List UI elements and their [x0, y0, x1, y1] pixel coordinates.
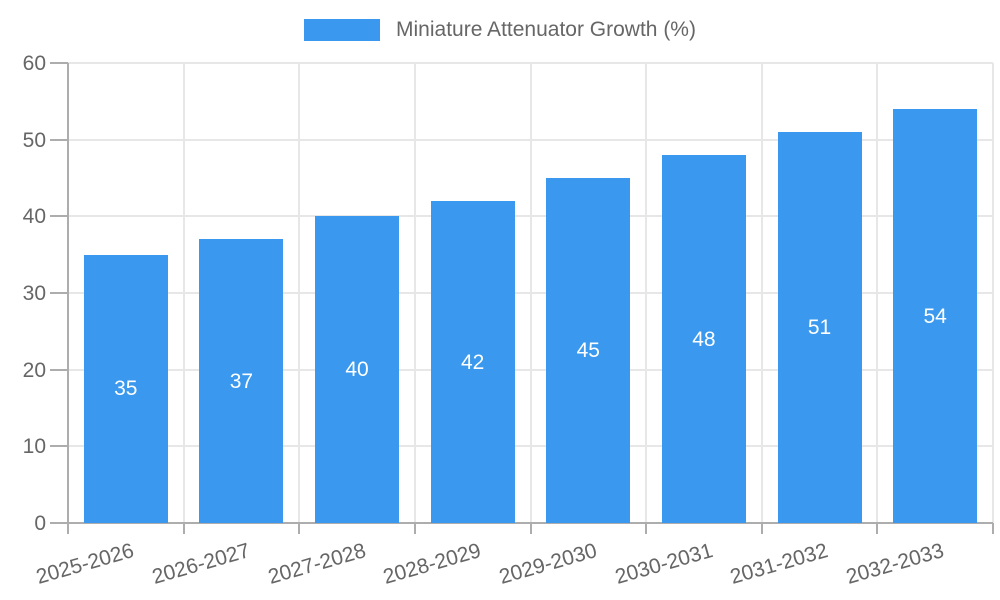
x-category-label: 2026-2027 — [149, 539, 253, 589]
legend: Miniature Attenuator Growth (%) — [0, 18, 1000, 42]
x-category-label: 2030-2031 — [612, 539, 716, 589]
x-category-label: 2027-2028 — [265, 539, 369, 589]
bar: 54 — [893, 109, 978, 523]
x-gridline — [298, 63, 301, 523]
x-category-label: 2029-2030 — [496, 539, 600, 589]
x-gridline — [876, 63, 879, 523]
y-tick — [50, 292, 68, 294]
y-tick — [50, 215, 68, 218]
bar: 37 — [199, 239, 284, 523]
x-tick — [413, 523, 416, 534]
y-tick — [50, 368, 68, 371]
legend-label: Miniature Attenuator Growth (%) — [396, 18, 696, 41]
bar-value-label: 37 — [229, 369, 254, 393]
bar-value-label: 40 — [345, 358, 369, 382]
bar: 48 — [661, 155, 746, 523]
x-tick — [760, 523, 763, 534]
y-tick — [50, 445, 68, 448]
x-gridline — [413, 63, 416, 523]
bar: 35 — [83, 254, 168, 523]
x-tick — [182, 523, 185, 534]
x-category-label: 2025-2026 — [33, 539, 137, 589]
bar: 51 — [777, 132, 862, 523]
bar-value-label: 42 — [461, 350, 485, 374]
x-tick — [298, 523, 301, 534]
bar: 45 — [546, 178, 631, 523]
y-axis-line — [67, 63, 69, 534]
x-gridline — [760, 63, 763, 523]
bar-value-label: 35 — [114, 377, 138, 401]
bar: 42 — [430, 201, 515, 523]
x-gridline — [645, 63, 648, 523]
bar-value-label: 45 — [576, 339, 600, 362]
y-tick-label: 0 — [34, 512, 46, 535]
y-tick-label: 40 — [22, 205, 46, 229]
x-category-label: 2028-2029 — [380, 539, 484, 589]
x-tick — [876, 523, 879, 534]
y-tick — [50, 62, 68, 64]
x-axis-line — [50, 522, 993, 524]
y-tick-label: 30 — [22, 282, 46, 305]
x-tick — [645, 523, 648, 534]
y-tick-label: 10 — [22, 435, 46, 459]
x-tick — [529, 523, 532, 534]
bar-value-label: 51 — [807, 316, 832, 339]
bar: 40 — [315, 216, 400, 523]
y-tick-label: 60 — [22, 52, 46, 75]
x-category-label: 2032-2033 — [843, 539, 947, 589]
x-tick — [992, 523, 994, 534]
x-gridline — [992, 63, 994, 523]
y-tick — [50, 138, 68, 141]
y-tick-label: 20 — [22, 358, 46, 382]
bar-value-label: 48 — [692, 327, 716, 351]
legend-swatch-icon — [304, 19, 381, 41]
y-tick-label: 50 — [22, 128, 46, 152]
x-category-label: 2031-2032 — [727, 539, 831, 589]
x-gridline — [529, 63, 532, 523]
x-gridline — [182, 63, 185, 523]
bar-value-label: 54 — [923, 304, 947, 328]
